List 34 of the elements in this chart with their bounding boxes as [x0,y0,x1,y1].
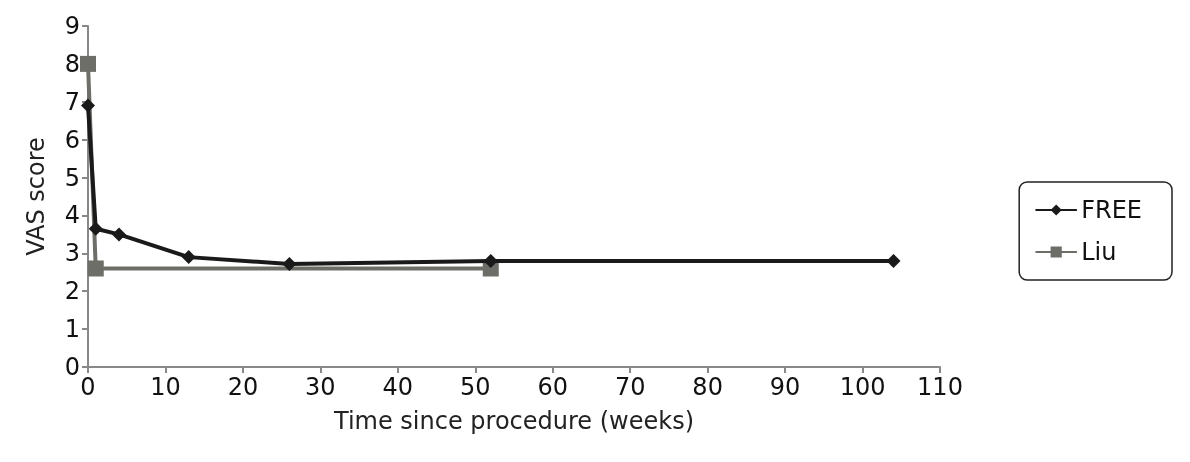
point [282,256,297,271]
y-tick-label: 6 [64,125,80,154]
point [111,227,126,242]
point [483,253,498,268]
y-tick-label: 5 [64,163,80,192]
x-tick-label: 70 [614,373,646,401]
legend-label: Liu [1081,238,1117,266]
x-tick-label: 90 [769,373,801,401]
y-axis-title: VAS score [22,137,50,256]
legend-label: FREE [1081,196,1142,224]
x-tick-label: 80 [692,373,723,401]
point [886,253,901,268]
x-tick-label: 10 [150,373,181,401]
y-tick-label: 9 [64,12,80,40]
x-tick-label: 110 [917,373,963,401]
point [88,221,103,236]
x-tick-label: 40 [382,373,414,401]
x-tick-label: 100 [839,373,886,401]
point [80,55,96,72]
x-tick-label: 20 [227,373,259,401]
x-axis-title: Time since procedure (weeks) [332,407,695,435]
y-tick-label: 8 [64,49,80,78]
point [81,98,95,113]
y-tick-label: 4 [64,201,80,230]
point [87,260,104,277]
x-tick-label: 60 [537,373,568,401]
x-tick-label: 30 [305,373,336,401]
y-tick-label: 0 [64,353,80,381]
y-tick-label: 2 [64,277,80,306]
point [181,250,196,265]
y-tick-label: 7 [64,87,80,116]
y-tick-label: 3 [64,239,80,268]
y-tick-label: 1 [64,315,80,344]
x-tick-label: 50 [460,373,491,401]
